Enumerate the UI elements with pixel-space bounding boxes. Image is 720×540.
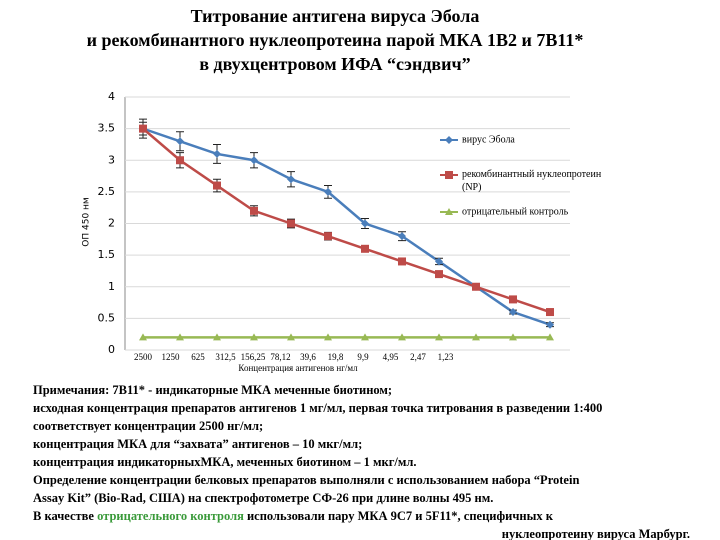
marker bbox=[509, 308, 517, 317]
x-tick-label: 156,25 bbox=[241, 352, 266, 362]
legend-label: вирус Эбола bbox=[462, 134, 515, 145]
x-tick-label: 78,12 bbox=[270, 352, 290, 362]
marker bbox=[445, 171, 453, 179]
note-line: Assay Kit” (Bio-Rad, США) на спектрофото… bbox=[33, 491, 493, 505]
marker bbox=[176, 333, 184, 341]
y-tick-label: 3.5 bbox=[98, 122, 116, 135]
title: и рекомбинантного нуклеопротеина парой М… bbox=[87, 30, 584, 50]
note-line: концентрация МКА для “захвата” антигенов… bbox=[33, 437, 362, 451]
note-line: Определение концентрации белковых препар… bbox=[33, 473, 579, 487]
y-tick-label: 4 bbox=[108, 90, 115, 103]
marker bbox=[435, 333, 443, 341]
x-tick-label: 625 bbox=[191, 352, 205, 362]
note-part: использовали пару МКА 9С7 и 5F11*, специ… bbox=[244, 509, 554, 523]
marker bbox=[324, 232, 332, 241]
marker bbox=[213, 181, 221, 190]
marker bbox=[398, 232, 406, 241]
marker bbox=[176, 156, 184, 165]
note-line: Примечания: 7В11* - индикаторные МКА меч… bbox=[33, 383, 392, 397]
x-tick-label: 2,47 bbox=[410, 352, 426, 362]
marker bbox=[398, 257, 406, 266]
marker bbox=[176, 137, 184, 146]
note-line: исходная концентрация препаратов антиген… bbox=[33, 401, 602, 415]
marker bbox=[361, 333, 369, 341]
y-tick-label: 0 bbox=[108, 343, 115, 356]
marker bbox=[398, 333, 406, 341]
marker bbox=[472, 333, 480, 341]
x-tick-label: 19,8 bbox=[328, 352, 344, 362]
marker bbox=[213, 333, 221, 341]
marker bbox=[546, 308, 554, 317]
title: Титрование антигена вируса Эбола bbox=[191, 6, 480, 26]
y-tick-label: 2.5 bbox=[98, 185, 116, 198]
marker bbox=[287, 219, 295, 228]
note-part: В качестве bbox=[33, 509, 97, 523]
marker bbox=[445, 136, 453, 144]
marker bbox=[509, 333, 517, 341]
marker bbox=[139, 124, 147, 133]
note-line: нуклеопротеину вируса Марбург. bbox=[502, 527, 690, 540]
marker bbox=[509, 295, 517, 304]
marker bbox=[324, 187, 332, 196]
y-tick-label: 1 bbox=[108, 280, 115, 293]
y-tick-label: 0.5 bbox=[98, 311, 116, 324]
marker bbox=[324, 333, 332, 341]
marker bbox=[435, 270, 443, 279]
marker bbox=[287, 333, 295, 341]
y-tick-label: 1.5 bbox=[98, 248, 116, 261]
note-part: отрицательного контроля bbox=[97, 509, 244, 523]
x-tick-label: 4,95 bbox=[383, 352, 399, 362]
note-line: В качестве отрицательного контроля испол… bbox=[33, 509, 554, 523]
x-tick-label: 312,5 bbox=[215, 352, 236, 362]
x-axis-label: Концентрация антигенов нг/мл bbox=[238, 363, 358, 373]
y-axis-label: ОП 450 нм bbox=[82, 197, 92, 246]
marker bbox=[139, 333, 147, 341]
marker bbox=[213, 149, 221, 158]
note-line: концентрация индикаторныхМКА, меченных б… bbox=[33, 455, 417, 469]
marker bbox=[445, 208, 453, 215]
marker bbox=[435, 257, 443, 266]
marker bbox=[361, 244, 369, 253]
x-tick-label: 2500 bbox=[134, 352, 153, 362]
notes: Примечания: 7В11* - индикаторные МКА меч… bbox=[33, 383, 690, 540]
y-tick-label: 2 bbox=[108, 217, 115, 230]
legend-label: рекомбинантный нуклеопротеин (NP) bbox=[462, 169, 602, 193]
title: в двухцентровом ИФА “сэндвич” bbox=[199, 54, 470, 74]
marker bbox=[250, 156, 258, 165]
x-tick-label: 1,23 bbox=[438, 352, 454, 362]
y-tick-label: 3 bbox=[108, 153, 115, 166]
marker bbox=[472, 282, 480, 291]
x-tick-label: 39,6 bbox=[300, 352, 316, 362]
marker bbox=[361, 219, 369, 228]
x-tick-label: 1250 bbox=[162, 352, 181, 362]
legend-label-line: (NP) bbox=[462, 182, 481, 193]
series-line bbox=[142, 127, 551, 314]
marker bbox=[546, 320, 554, 329]
marker bbox=[546, 333, 554, 341]
x-tick-label: 9,9 bbox=[357, 352, 369, 362]
note-line: соответствует концентрации 2500 нг/мл; bbox=[33, 419, 263, 433]
marker bbox=[287, 175, 295, 184]
marker bbox=[250, 206, 258, 215]
legend-label-line: рекомбинантный нуклеопротеин bbox=[462, 169, 602, 180]
series-line bbox=[142, 127, 551, 326]
legend-label: отрицательный контроль bbox=[462, 206, 569, 217]
marker bbox=[250, 333, 258, 341]
